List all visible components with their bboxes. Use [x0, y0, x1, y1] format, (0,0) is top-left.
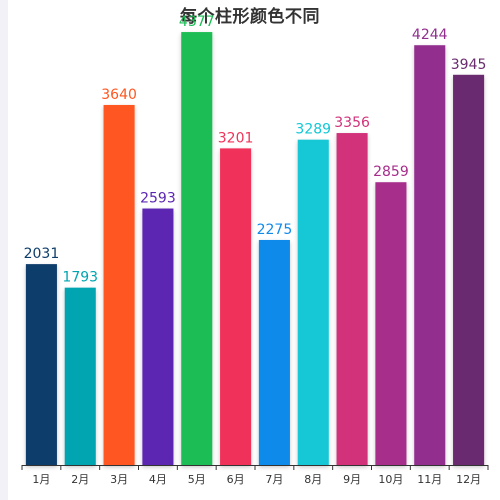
x-tick-label-5: 5月	[188, 473, 206, 486]
data-label-3: 3640	[101, 87, 137, 103]
data-label-9: 3356	[334, 115, 370, 131]
chart-title: 每个柱形颜色不同	[180, 7, 320, 27]
data-label-5: 4377	[179, 14, 215, 30]
data-label-10: 2859	[373, 164, 409, 180]
bar-4	[142, 208, 174, 465]
data-label-6: 3201	[218, 130, 254, 146]
bar-3	[103, 104, 135, 466]
x-tick-label-1: 1月	[32, 473, 50, 486]
x-tick-label-7: 7月	[265, 473, 283, 486]
bar-5	[181, 32, 213, 466]
x-tick-label-10: 10月	[378, 473, 403, 486]
data-label-4: 2593	[140, 191, 176, 207]
data-label-8: 3289	[295, 122, 331, 138]
bar-9	[336, 133, 368, 466]
data-label-12: 3945	[451, 57, 487, 73]
bar-8	[297, 139, 329, 465]
x-tick-label-6: 6月	[227, 473, 245, 486]
data-label-2: 1793	[62, 270, 98, 286]
data-label-1: 2031	[24, 246, 60, 262]
x-axis-ticks	[21, 465, 489, 470]
x-axis-tick-labels: 1月 2月 3月 4月 5月 6月 7月 8月 9月 10月 11月 12月	[32, 473, 481, 486]
x-tick-label-12: 12月	[456, 473, 481, 486]
bar-10	[375, 182, 407, 465]
x-tick-label-3: 3月	[110, 473, 128, 486]
data-label-7: 2275	[257, 222, 293, 238]
bars-layer	[25, 32, 485, 466]
bar-6	[220, 148, 252, 465]
bar-11	[414, 45, 446, 466]
x-tick-label-11: 11月	[417, 473, 442, 486]
left-edge-strip	[0, 0, 8, 500]
bar-2	[64, 287, 96, 465]
bar-7	[258, 239, 290, 465]
bar-12	[453, 74, 485, 465]
x-tick-label-9: 9月	[343, 473, 361, 486]
x-tick-label-8: 8月	[304, 473, 322, 486]
data-label-11: 4244	[412, 27, 448, 43]
x-tick-label-4: 4月	[149, 473, 167, 486]
bar-1	[25, 264, 57, 465]
x-tick-label-2: 2月	[71, 473, 89, 486]
